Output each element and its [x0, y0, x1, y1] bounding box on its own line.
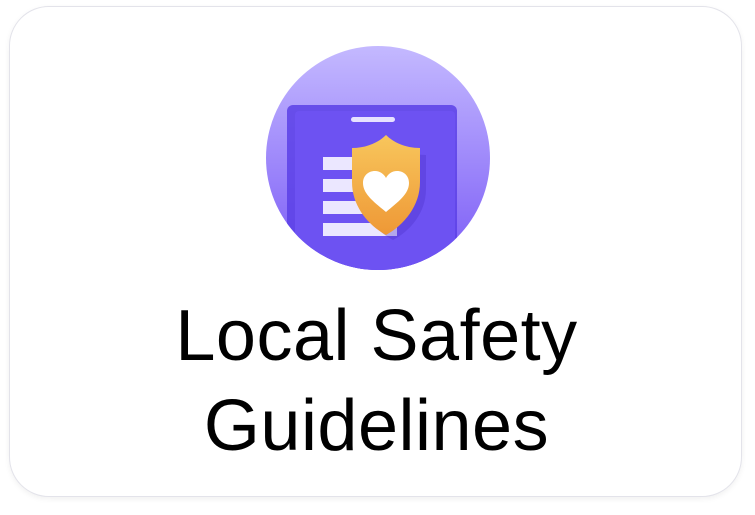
tile-title: Local Safety Guidelines — [10, 291, 743, 471]
tile-title-line-1: Local Safety — [175, 296, 578, 376]
tile-title-line-2: Guidelines — [203, 386, 550, 466]
guidelines-tile[interactable]: Local Safety Guidelines — [9, 6, 742, 497]
clipboard-clip — [351, 117, 395, 122]
heart-icon — [363, 171, 409, 212]
clipboard-shield-heart-icon — [265, 45, 491, 271]
